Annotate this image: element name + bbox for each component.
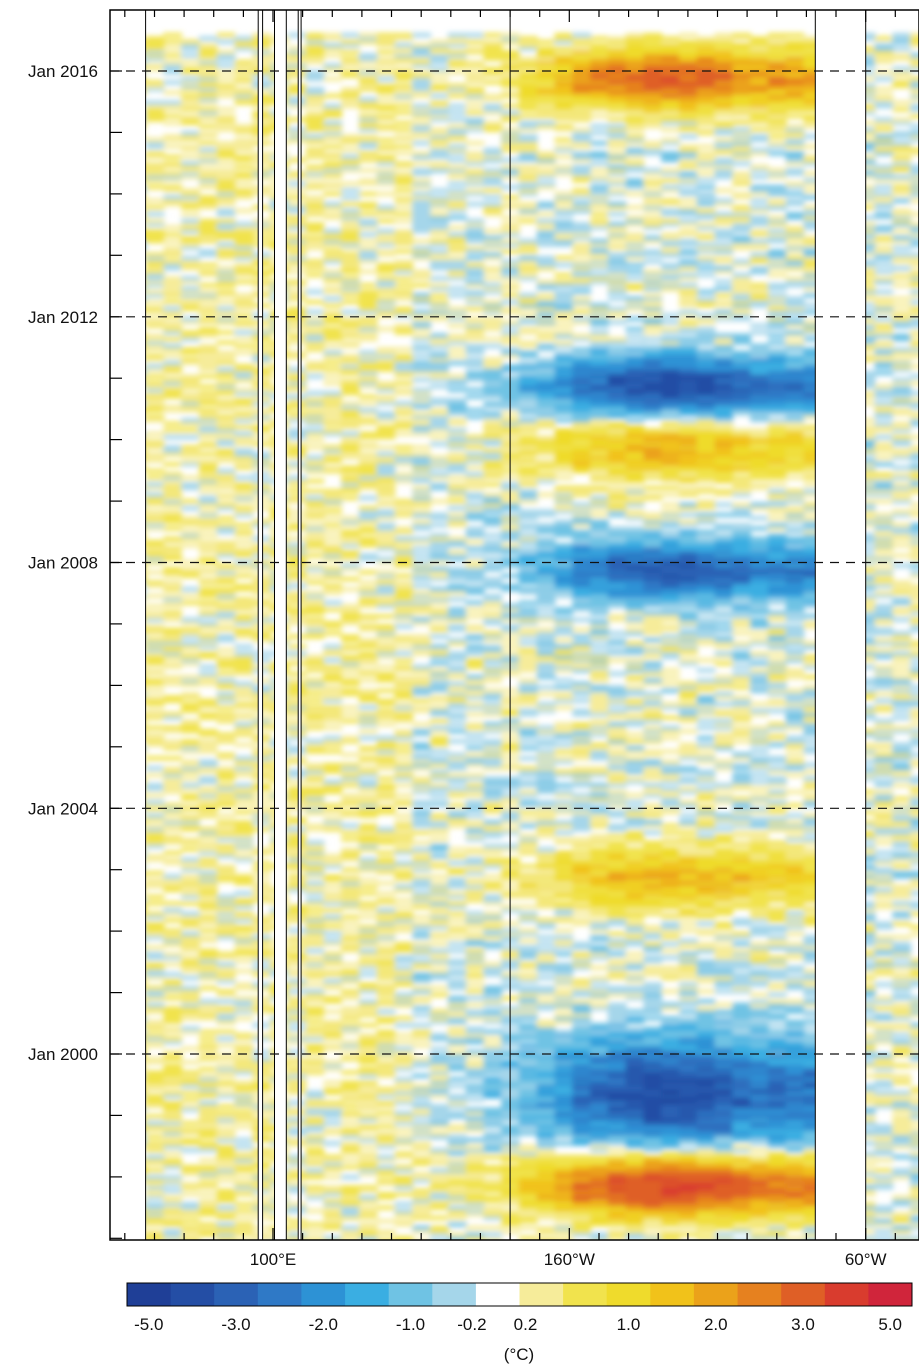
x-tick-label: 160°W xyxy=(544,1250,595,1269)
y-tick-label: Jan 2012 xyxy=(28,308,98,327)
anomaly-field xyxy=(110,32,919,1240)
colorbar-tick-label: 1.0 xyxy=(617,1315,641,1334)
colorbar-swatch xyxy=(345,1283,390,1306)
colorbar-tick-label: 3.0 xyxy=(791,1315,815,1334)
colorbar-swatch xyxy=(388,1283,433,1306)
colorbar-swatch xyxy=(868,1283,913,1306)
longitude-lines xyxy=(145,10,867,1240)
colorbar-swatch xyxy=(693,1283,738,1306)
colorbar-swatch xyxy=(170,1283,215,1306)
colorbar-unit-label: (°C) xyxy=(504,1345,534,1364)
colorbar-tick-label: -0.2 xyxy=(457,1315,486,1334)
colorbar-swatch xyxy=(563,1283,608,1306)
y-axis-labels: Jan 2000 Jan 2004 Jan 2008 Jan 2012 Jan 2016 xyxy=(28,62,98,1064)
colorbar-swatch xyxy=(432,1283,477,1306)
colorbar xyxy=(126,1282,913,1307)
dashed-gridlines xyxy=(110,70,919,1055)
colorbar-swatch xyxy=(301,1283,346,1306)
x-axis-labels: 100°E 160°W 60°W xyxy=(250,1250,887,1269)
y-tick-label: Jan 2000 xyxy=(28,1045,98,1064)
axis-ticks xyxy=(110,10,896,1240)
colorbar-swatch xyxy=(257,1283,302,1306)
plot-frame xyxy=(109,9,919,1241)
y-tick-label: Jan 2004 xyxy=(28,799,98,818)
colorbar-swatch xyxy=(606,1283,651,1306)
colorbar-tick-label: 5.0 xyxy=(878,1315,902,1334)
x-tick-label: 100°E xyxy=(250,1250,297,1269)
colorbar-tick-label: 2.0 xyxy=(704,1315,728,1334)
colorbar-swatch xyxy=(214,1283,259,1306)
colorbar-tick-label: -2.0 xyxy=(309,1315,338,1334)
colorbar-swatch xyxy=(519,1283,564,1306)
colorbar-swatch xyxy=(824,1283,869,1306)
y-tick-label: Jan 2008 xyxy=(28,554,98,573)
land-gaps xyxy=(110,10,866,1240)
colorbar-tick-label: -3.0 xyxy=(221,1315,250,1334)
colorbar-swatch xyxy=(737,1283,782,1306)
colorbar-swatch xyxy=(650,1283,695,1306)
colorbar-tick-label: -1.0 xyxy=(396,1315,425,1334)
colorbar-swatch xyxy=(781,1283,826,1306)
colorbar-swatch xyxy=(475,1283,520,1306)
x-tick-label: 60°W xyxy=(845,1250,887,1269)
colorbar-labels: -5.0 -3.0 -2.0 -1.0 -0.2 0.2 1.0 2.0 3.0 5.0 xyxy=(134,1315,902,1334)
y-tick-label: Jan 2016 xyxy=(28,62,98,81)
colorbar-tick-label: -5.0 xyxy=(134,1315,163,1334)
colorbar-tick-label: 0.2 xyxy=(514,1315,538,1334)
colorbar-swatch xyxy=(127,1283,172,1306)
